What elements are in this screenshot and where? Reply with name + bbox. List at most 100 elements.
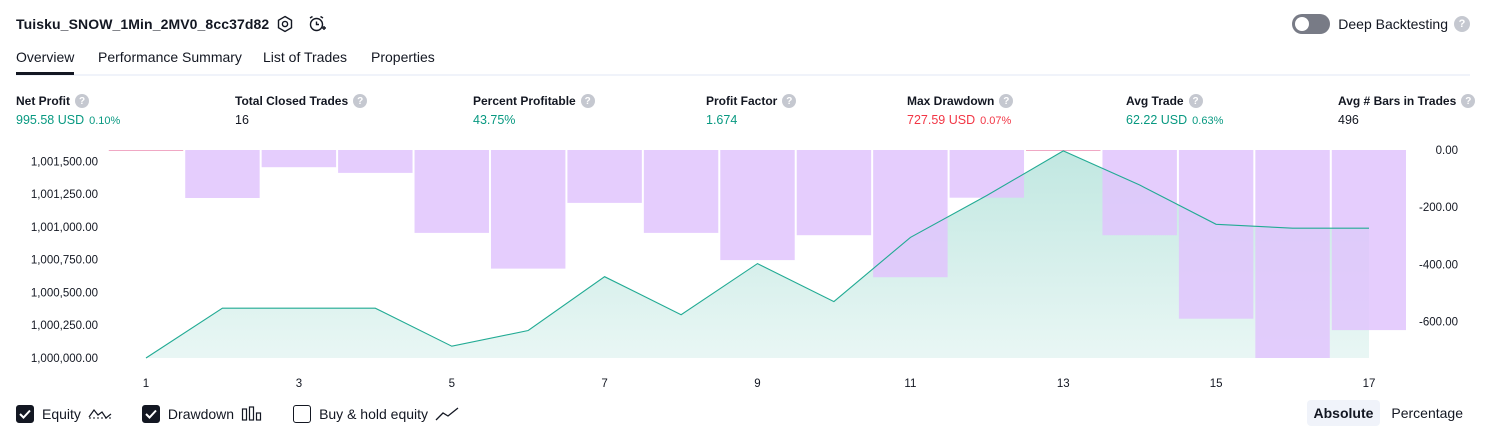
info-icon[interactable]: ? <box>999 94 1014 108</box>
settings-icon[interactable] <box>274 13 296 35</box>
equity-drawdown-chart: 1,000,000.00 1,000,250.00 1,000,500.00 1,00… <box>31 145 1458 390</box>
right-axis-tick-label: -600.00 <box>1419 317 1458 329</box>
drawdown-bar <box>720 150 795 261</box>
tab-performance-summary[interactable]: Performance Summary <box>98 49 242 65</box>
tab-overview[interactable]: Overview <box>16 49 75 75</box>
x-axis-tick-label: 3 <box>296 378 302 390</box>
metric-max-drawdown: Max Drawdown? 727.59 USD 0.07% <box>907 93 1014 129</box>
buy-hold-line-icon <box>435 407 459 421</box>
absolute-button[interactable]: Absolute <box>1306 400 1381 426</box>
buy-hold-checkbox[interactable] <box>293 405 312 423</box>
metric-label: Max Drawdown <box>907 94 995 108</box>
left-axis-tick-label: 1,000,500.00 <box>31 288 98 300</box>
metric-value: 1.674 <box>706 113 738 127</box>
tab-list-of-trades[interactable]: List of Trades <box>263 49 348 65</box>
drawdown-checkbox[interactable] <box>141 405 160 423</box>
drawdown-bar <box>185 150 260 198</box>
metric-value: 496 <box>1338 113 1359 127</box>
drawdown-bar <box>1178 150 1254 319</box>
legend-equity[interactable]: Equity <box>16 405 112 423</box>
percentage-button[interactable]: Percentage <box>1391 405 1463 421</box>
metric-label: Profit Factor <box>706 94 778 108</box>
left-axis-tick-label: 1,001,500.00 <box>31 156 98 168</box>
left-axis-tick-label: 1,000,750.00 <box>31 255 98 267</box>
metric-label: Total Closed Trades <box>235 94 349 108</box>
drawdown-bars-icon <box>241 406 262 421</box>
drawdown-bar <box>1102 150 1177 236</box>
x-axis-tick-label: 13 <box>1057 378 1070 390</box>
drawdown-bar <box>567 150 642 203</box>
metric-label: Net Profit <box>16 94 70 108</box>
legend-label: Equity <box>42 406 81 422</box>
right-axis-tick-label: -200.00 <box>1419 202 1458 214</box>
metric-percent: 0.10% <box>89 115 121 127</box>
right-axis-tick-label: -400.00 <box>1419 259 1458 271</box>
info-icon[interactable]: ? <box>1188 94 1203 108</box>
drawdown-bar <box>414 150 489 233</box>
x-axis-tick-label: 9 <box>754 378 760 390</box>
equity-area <box>146 150 1369 358</box>
metric-profit-factor: Profit Factor? 1.674 <box>706 93 797 129</box>
metric-value: 995.58 USD <box>16 113 85 127</box>
info-icon[interactable]: ? <box>353 94 368 108</box>
metric-percent: 0.07% <box>980 115 1012 127</box>
drawdown-bar <box>338 150 413 173</box>
equity-line <box>145 150 1369 359</box>
legend-drawdown[interactable]: Drawdown <box>141 405 263 423</box>
x-axis-tick-label: 11 <box>904 378 916 390</box>
metric-net-profit: Net Profit? 995.58 USD 0.10% <box>16 93 120 129</box>
x-axis-tick-label: 17 <box>1363 378 1376 390</box>
metric-label: Percent Profitable <box>473 94 576 108</box>
drawdown-bar <box>490 150 566 269</box>
info-icon[interactable]: ? <box>782 94 797 108</box>
metric-value: 727.59 USD <box>907 113 976 127</box>
info-icon[interactable]: ? <box>1461 94 1476 108</box>
deep-backtesting-label: Deep Backtesting <box>1338 16 1448 32</box>
info-icon[interactable]: ? <box>75 94 89 108</box>
metric-label: Avg # Bars in Trades <box>1338 94 1457 108</box>
metric-avg-trade: Avg Trade? 62.22 USD 0.63% <box>1126 93 1223 129</box>
legend-label: Buy & hold equity <box>319 406 429 422</box>
info-icon[interactable]: ? <box>580 94 595 108</box>
toggle-knob <box>1295 17 1310 31</box>
drawdown-bar <box>796 150 872 236</box>
left-axis-tick-label: 1,000,000.00 <box>31 353 98 365</box>
metric-value: 43.75% <box>473 113 516 127</box>
x-axis-tick-label: 7 <box>601 378 607 390</box>
drawdown-bar <box>108 150 184 151</box>
tab-properties[interactable]: Properties <box>371 49 435 65</box>
deep-backtesting-toggle[interactable] <box>1292 14 1331 34</box>
drawdown-bar <box>873 150 948 278</box>
left-axis-tick-label: 1,001,250.00 <box>31 189 98 201</box>
metric-label: Avg Trade <box>1126 94 1184 108</box>
metric-value: 62.22 USD <box>1126 113 1188 127</box>
metric-percent-profitable: Percent Profitable? 43.75% <box>473 93 595 129</box>
drawdown-bar <box>1331 150 1406 331</box>
right-axis-tick-label: 0.00 <box>1436 145 1458 157</box>
metric-value: 16 <box>235 113 249 127</box>
help-icon[interactable]: ? <box>1454 16 1470 32</box>
left-axis-tick-label: 1,001,000.00 <box>31 222 98 234</box>
strategy-header: Tuisku_SNOW_1Min_2MV0_8cc37d82 Deep Back… <box>16 10 1470 38</box>
drawdown-bar <box>261 150 337 168</box>
drawdown-bar <box>643 150 719 233</box>
chart-legend: Equity Drawdown Buy & hold equity <box>16 403 489 425</box>
left-axis-tick-label: 1,000,250.00 <box>31 320 98 332</box>
deep-backtesting-control: Deep Backtesting ? <box>1292 13 1470 35</box>
legend-buy-hold-equity[interactable]: Buy & hold equity <box>293 405 459 423</box>
metric-total-closed-trades: Total Closed Trades? 16 <box>235 93 368 129</box>
drawdown-bar <box>949 150 1025 198</box>
alert-add-icon[interactable] <box>306 13 328 35</box>
legend-label: Drawdown <box>167 406 235 422</box>
equity-checkbox[interactable] <box>16 405 34 423</box>
x-axis-tick-label: 1 <box>143 378 149 390</box>
drawdown-bar <box>1255 150 1330 358</box>
equity-line-icon <box>88 409 112 419</box>
x-axis-tick-label: 15 <box>1210 378 1223 390</box>
strategy-title: Tuisku_SNOW_1Min_2MV0_8cc37d82 <box>16 16 270 32</box>
metric-percent: 0.63% <box>1192 115 1224 127</box>
metric-avg-bars-in-trades: Avg # Bars in Trades? 496 <box>1338 93 1476 129</box>
x-axis-tick-label: 5 <box>449 378 455 390</box>
report-tabs: Overview Performance Summary List of Tra… <box>16 48 1470 76</box>
value-mode-switch: Absolute Percentage <box>1303 400 1471 426</box>
